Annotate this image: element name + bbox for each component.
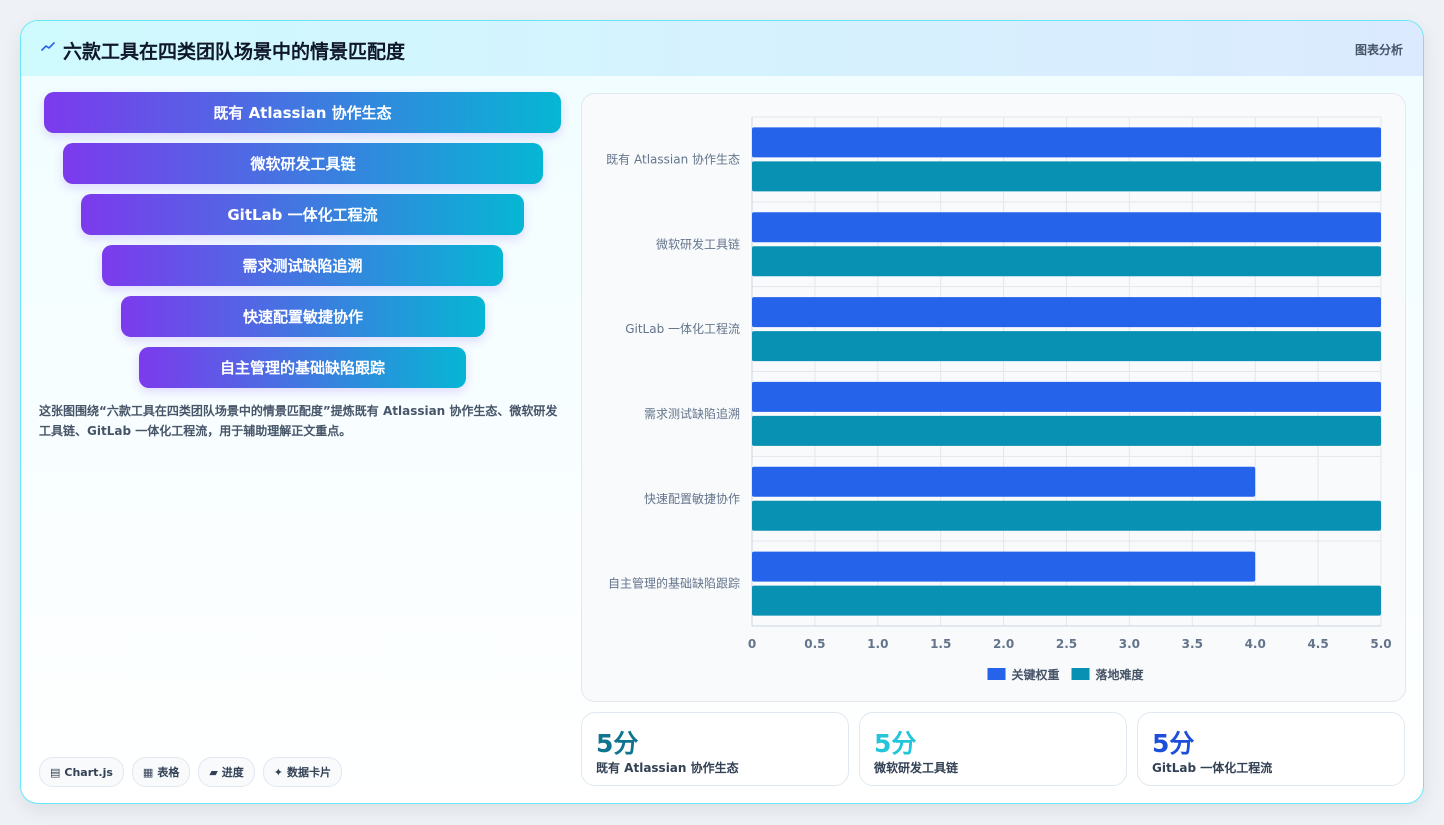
sparkle-icon: ✦ xyxy=(273,765,284,779)
y-tick-label: 微软研发工具链 xyxy=(656,236,740,251)
funnel-row: 快速配置敏捷协作 xyxy=(121,296,485,337)
chip-chartjs[interactable]: ▤ Chart.js xyxy=(39,757,124,787)
chip-progress[interactable]: ▰ 进度 xyxy=(198,757,255,787)
x-tick-label: 5.0 xyxy=(1370,637,1391,651)
y-tick-label: 需求测试缺陷追溯 xyxy=(644,406,740,421)
chart-analysis-tag: 图表分析 xyxy=(1354,43,1403,57)
chip-label: 进度 xyxy=(221,766,244,779)
legend-label: 落地难度 xyxy=(1096,667,1145,682)
stat-card: 5分 微软研发工具链 xyxy=(859,712,1127,786)
horizontal-bar-chart: 0 0.5 1.0 1.5 2.0 2.5 3.0 3.5 4.0 4.5 5.0 既有 Atlass… xyxy=(606,116,1392,682)
funnel-row: 需求测试缺陷追溯 xyxy=(102,245,503,286)
x-tick-label: 3.0 xyxy=(1119,637,1140,651)
bar xyxy=(752,415,1381,446)
bar xyxy=(752,161,1381,192)
bar xyxy=(752,331,1381,362)
chip-data-card[interactable]: ✦ 数据卡片 xyxy=(262,757,343,787)
x-tick-label: 3.5 xyxy=(1182,637,1203,651)
funnel-row: GitLab 一体化工程流 xyxy=(81,194,524,235)
card-header: 六款工具在四类团队场景中的情景匹配度 图表分析 xyxy=(21,21,1423,76)
x-tick-label: 4.5 xyxy=(1307,637,1328,651)
page-title: 六款工具在四类团队场景中的情景匹配度 xyxy=(63,41,406,63)
main-card: 六款工具在四类团队场景中的情景匹配度 图表分析 既有 Atlassian 协作生… xyxy=(20,20,1424,804)
tech-chips: ▤ Chart.js ▦ 表格 ▰ 进度 ✦ 数据卡片 xyxy=(39,757,343,787)
x-tick-label: 2.0 xyxy=(993,637,1014,651)
x-tick-label: 0 xyxy=(748,637,756,651)
bar xyxy=(752,127,1381,158)
bar xyxy=(752,246,1381,277)
chip-label: 数据卡片 xyxy=(287,766,332,779)
bar xyxy=(752,500,1381,531)
x-tick-label: 2.5 xyxy=(1056,637,1077,651)
bar xyxy=(752,297,1381,328)
stat-value: 5分 xyxy=(874,729,917,758)
stat-value: 5分 xyxy=(596,729,639,758)
progress-icon: ▰ xyxy=(209,765,218,779)
y-tick-label: 自主管理的基础缺陷跟踪 xyxy=(608,576,740,591)
x-tick-label: 4.0 xyxy=(1245,637,1266,651)
x-tick-label: 1.0 xyxy=(867,637,888,651)
legend-swatch xyxy=(1071,668,1090,680)
chart-panel: 0 0.5 1.0 1.5 2.0 2.5 3.0 3.5 4.0 4.5 5.0 既有 Atlass… xyxy=(581,93,1406,702)
chip-label: Chart.js xyxy=(64,765,113,779)
legend-label: 关键权重 xyxy=(1012,667,1060,682)
stat-card: 5分 GitLab 一体化工程流 xyxy=(1137,712,1405,786)
stat-value: 5分 xyxy=(1152,729,1195,758)
x-tick-label: 1.5 xyxy=(930,637,951,651)
y-tick-label: 快速配置敏捷协作 xyxy=(644,491,740,506)
table-icon: ▦ xyxy=(142,765,154,779)
stat-label: GitLab 一体化工程流 xyxy=(1152,761,1273,775)
chart-description: 这张图围绕“六款工具在四类团队场景中的情景匹配度”提炼既有 Atlassian … xyxy=(39,404,558,438)
bar xyxy=(752,381,1381,412)
funnel-row: 微软研发工具链 xyxy=(63,143,543,184)
chip-table[interactable]: ▦ 表格 xyxy=(131,757,191,787)
bar xyxy=(752,466,1256,497)
funnel-row: 自主管理的基础缺陷跟踪 xyxy=(139,347,466,388)
bar xyxy=(752,212,1381,243)
chip-label: 表格 xyxy=(157,766,180,779)
bar xyxy=(752,551,1256,582)
chart-trend-icon xyxy=(41,42,55,51)
bar xyxy=(752,585,1381,616)
y-tick-label: GitLab 一体化工程流 xyxy=(625,321,740,336)
legend-swatch xyxy=(987,668,1006,680)
stat-label: 微软研发工具链 xyxy=(874,761,959,775)
stat-label: 既有 Atlassian 协作生态 xyxy=(596,761,739,775)
stat-card: 5分 既有 Atlassian 协作生态 xyxy=(581,712,849,786)
chart-icon: ▤ xyxy=(50,765,61,779)
x-tick-label: 0.5 xyxy=(804,637,825,651)
y-tick-label: 既有 Atlassian 协作生态 xyxy=(606,151,740,166)
funnel-row: 既有 Atlassian 协作生态 xyxy=(44,92,561,133)
